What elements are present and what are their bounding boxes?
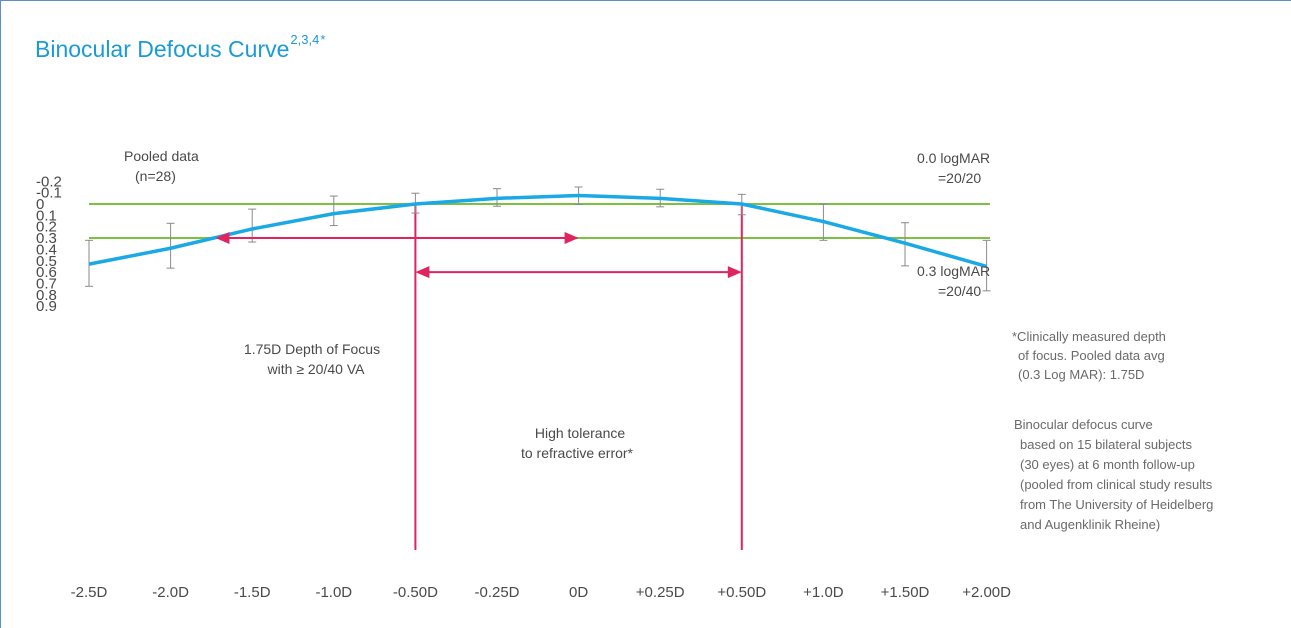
x-tick-label: 0D: [569, 584, 588, 601]
arrow-head-right: [727, 266, 742, 279]
tolerance-label-line2: to refractive error*: [521, 445, 634, 461]
x-tick-label: +1.50D: [881, 584, 930, 601]
ref-line-label-20-40-line1: 0.3 logMAR: [917, 263, 990, 279]
y-tick-label: 0.9: [36, 298, 57, 315]
x-tick-label: +0.25D: [636, 584, 685, 601]
footnote-line2: of focus. Pooled data avg: [1018, 348, 1165, 363]
footnote-line3: (0.3 Log MAR): 1.75D: [1018, 367, 1144, 382]
study-line3: (30 eyes) at 6 month follow-up: [1020, 457, 1195, 472]
footnote-line1: *Clinically measured depth: [1012, 329, 1166, 344]
chart-title-refs: 2,3,4: [290, 32, 320, 48]
x-tick-label: -0.50D: [393, 584, 438, 601]
chart-title-star: *: [320, 32, 326, 48]
ref-line-label-20-20-line1: 0.0 logMAR: [917, 150, 990, 166]
defocus-curve-line: [88, 193, 988, 269]
x-tick-label: +2.00D: [962, 584, 1011, 601]
y-tick-label: 0.4: [36, 241, 57, 258]
x-tick-label: -0.25D: [474, 584, 519, 601]
tolerance-label-line1: High tolerance: [535, 425, 625, 441]
depth-of-focus-label-line1: 1.75D Depth of Focus: [244, 341, 380, 357]
y-tick-label: 0.3: [36, 230, 57, 247]
x-axis-ticks: -2.5D -2.0D -1.5D -1.0D -0.50D -0.25D 0D +0.25D…: [71, 584, 1011, 601]
y-axis-ticks: -0.2-0.100.10.20.30.40.50.60.70.80.9: [36, 173, 62, 315]
pooled-label-line1: Pooled data: [124, 148, 199, 164]
y-tick-label: -0.2: [36, 173, 62, 190]
x-tick-label: -2.0D: [152, 584, 189, 601]
arrow-head-right: [564, 232, 579, 245]
y-tick-label: -0.1: [36, 185, 62, 202]
study-line6: and Augenklinik Rheine): [1020, 517, 1160, 532]
y-tick-label: 0.5: [36, 253, 57, 270]
x-tick-label: -1.0D: [315, 584, 352, 601]
arrow-head-left: [215, 232, 230, 245]
study-line2: based on 15 bilateral subjects: [1020, 437, 1193, 452]
arrow-head-left: [415, 266, 430, 279]
study-line1: Binocular defocus curve: [1014, 417, 1153, 432]
chart-annotations: Pooled data (n=28) 0.0 logMAR =20/20 0.3…: [124, 148, 1213, 532]
x-tick-label: +0.50D: [717, 584, 766, 601]
reference-lines: [89, 203, 990, 240]
ref-line-label-20-40-line2: =20/40: [938, 283, 981, 299]
y-tick-label: 0.6: [36, 264, 57, 281]
x-tick-label: -1.5D: [234, 584, 271, 601]
y-tick-label: 0.8: [36, 287, 57, 304]
y-tick-label: 0.1: [36, 207, 57, 224]
depth-of-focus-label-line2: with ≥ 20/40 VA: [267, 361, 366, 377]
y-tick-label: 0.7: [36, 275, 57, 292]
series-lines: [88, 193, 988, 269]
y-tick-label: 0: [36, 196, 44, 213]
chart-title: Binocular Defocus Curve2,3,4*: [35, 32, 325, 63]
study-line4: (pooled from clinical study results: [1020, 477, 1213, 492]
vertical-markers: [414, 204, 743, 550]
pooled-label-line2: (n=28): [135, 168, 176, 184]
x-tick-label: +1.0D: [803, 584, 844, 601]
chart-title-text: Binocular Defocus Curve: [35, 36, 290, 62]
y-tick-label: 0.2: [36, 219, 57, 236]
x-tick-label: -2.5D: [71, 584, 108, 601]
ref-line-label-20-20-line2: =20/20: [938, 170, 981, 186]
range-arrows: [215, 232, 742, 279]
study-line5: from The University of Heidelberg: [1020, 497, 1213, 512]
